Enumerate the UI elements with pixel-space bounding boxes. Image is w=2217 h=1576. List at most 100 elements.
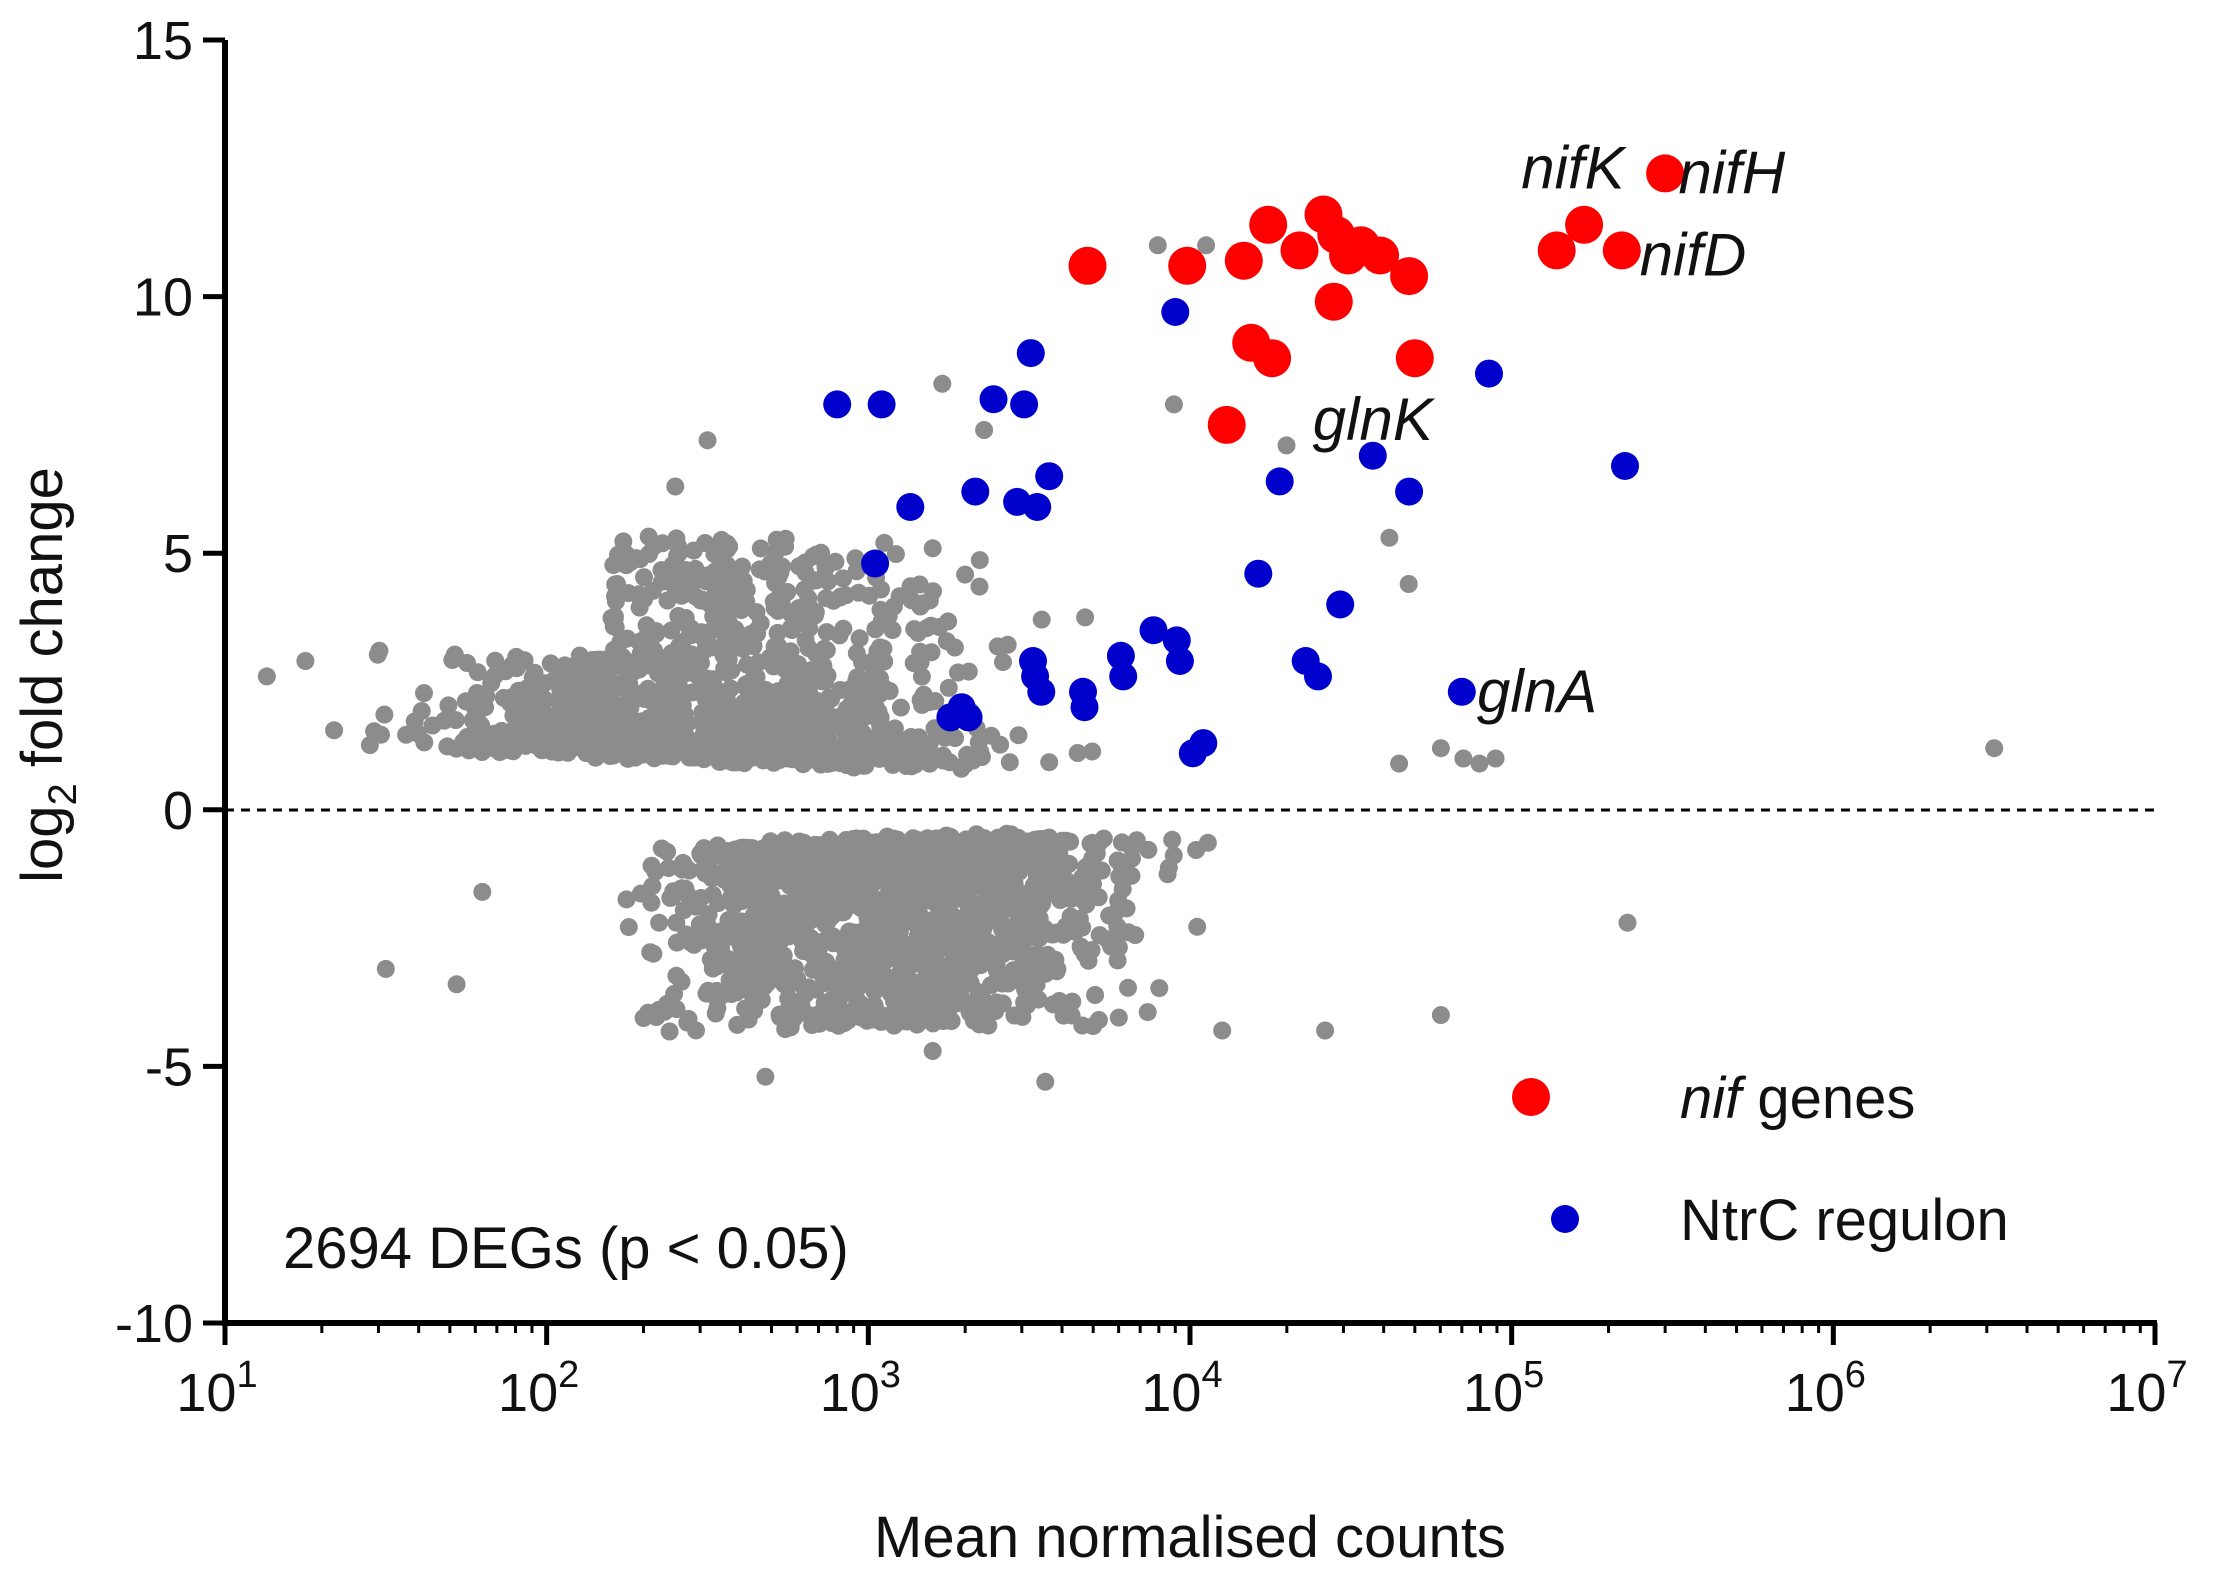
deg-point	[691, 918, 710, 936]
deg-point	[1119, 923, 1138, 942]
deg-point	[1054, 925, 1073, 944]
deg-point	[891, 962, 910, 981]
deg-point	[956, 860, 975, 879]
deg-point	[1009, 843, 1028, 862]
deg-point	[1486, 749, 1505, 768]
deg-point	[1094, 829, 1113, 848]
deg-point	[1063, 992, 1082, 1011]
deg-point	[1163, 830, 1182, 849]
deg-point	[789, 749, 808, 768]
deg-point	[535, 690, 554, 709]
deg-point	[691, 844, 710, 863]
deg-point	[563, 693, 582, 712]
deg-point	[821, 848, 839, 867]
deg-point	[875, 533, 894, 552]
deg-point	[325, 721, 344, 740]
legend-entry-ntrc: NtrC regulon	[1551, 1188, 2009, 1253]
deg-point	[515, 694, 533, 713]
deg-point	[950, 945, 969, 964]
deg-point	[927, 999, 946, 1017]
ntrc-point	[979, 385, 1008, 414]
deg-point	[954, 973, 973, 992]
deg-point	[726, 591, 745, 610]
deg-point	[940, 968, 959, 987]
deg-point	[415, 684, 433, 703]
deg-point	[762, 928, 781, 947]
deg-point	[725, 973, 744, 992]
ntrc-point	[1304, 662, 1332, 691]
deg-point	[653, 685, 672, 704]
deg-point	[722, 956, 741, 975]
ntrc-point	[1023, 493, 1052, 521]
ntrc-point	[1326, 590, 1355, 619]
deg-count-annotation: 2694 DEGs (p < 0.05)	[283, 1216, 849, 1281]
deg-point	[685, 935, 703, 954]
deg-point	[837, 940, 856, 959]
deg-point	[766, 574, 785, 593]
deg-point	[736, 999, 755, 1018]
deg-point	[970, 577, 989, 596]
x-tick-exponent: 2	[558, 1354, 579, 1396]
deg-point	[910, 575, 929, 594]
deg-point	[758, 905, 777, 924]
deg-point	[883, 621, 902, 640]
deg-point	[708, 836, 727, 855]
deg-point	[773, 909, 791, 928]
deg-point	[682, 619, 701, 638]
deg-point	[950, 986, 969, 1005]
legend-label-nif-text: genes	[1741, 1066, 1915, 1131]
ntrc-point	[1265, 467, 1294, 496]
deg-point	[937, 632, 956, 651]
deg-point	[1117, 899, 1136, 918]
deg-point	[912, 667, 931, 686]
deg-point	[744, 886, 763, 905]
deg-point	[604, 617, 623, 636]
deg-point	[693, 703, 712, 722]
deg-point	[866, 697, 885, 716]
ntrc-point	[1162, 626, 1191, 655]
ntrc-point	[954, 703, 983, 732]
deg-point	[704, 679, 723, 698]
deg-point	[956, 565, 975, 584]
x-tick-label: 107	[2106, 1354, 2187, 1423]
deg-point	[846, 549, 865, 568]
deg-point	[747, 925, 766, 944]
deg-point	[988, 637, 1007, 656]
deg-point	[701, 950, 720, 969]
ntrc-point	[1027, 677, 1056, 706]
deg-point	[910, 973, 929, 992]
deg-point	[660, 1022, 679, 1041]
deg-point	[806, 603, 825, 622]
ntrc-point	[1010, 390, 1039, 419]
deg-point	[890, 1012, 909, 1031]
deg-point	[883, 755, 902, 774]
deg-point	[933, 374, 952, 393]
x-tick-label: 105	[1463, 1354, 1544, 1423]
deg-point	[975, 421, 994, 439]
ntrc-point	[1358, 441, 1387, 470]
deg-point	[1068, 744, 1087, 762]
deg-point	[1618, 913, 1637, 932]
x-tick-base: 10	[176, 1363, 236, 1423]
deg-point	[798, 714, 817, 733]
deg-point	[375, 705, 394, 724]
deg-point	[924, 1014, 942, 1033]
deg-point	[790, 557, 808, 576]
deg-point	[913, 695, 931, 714]
deg-point	[1138, 1003, 1157, 1022]
deg-point	[732, 912, 751, 931]
deg-point	[1119, 978, 1137, 997]
deg-point	[463, 711, 482, 730]
deg-point	[1040, 753, 1059, 772]
deg-point	[752, 990, 771, 1009]
ntrc-point	[1106, 641, 1135, 670]
deg-point	[658, 744, 677, 763]
deg-point	[1158, 865, 1177, 884]
deg-point	[939, 832, 957, 851]
x-tick-label: 104	[1141, 1354, 1222, 1423]
deg-point	[816, 559, 835, 577]
deg-point	[817, 589, 836, 608]
deg-point	[887, 845, 906, 864]
deg-point	[1050, 992, 1069, 1010]
